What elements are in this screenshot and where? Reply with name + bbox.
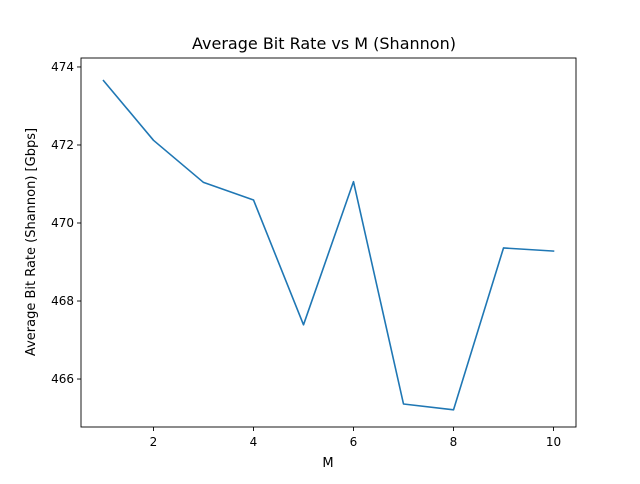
y-tick-label: 470 (51, 216, 74, 230)
chart-title: Average Bit Rate vs M (Shannon) (192, 34, 456, 53)
x-tick-label: 8 (450, 435, 458, 449)
x-axis-label: M (322, 456, 333, 471)
x-tick-label: 6 (350, 435, 358, 449)
x-axis-ticks: 2 4 6 8 10 (150, 427, 561, 449)
plot-area (80, 57, 577, 428)
x-tick-label: 4 (250, 435, 258, 449)
axes-frame (80, 57, 577, 428)
y-tick-label: 468 (51, 294, 74, 308)
y-axis-ticks: 466 468 470 472 474 (51, 60, 81, 386)
y-axis-label: Average Bit Rate (Shannon) [Gbps] (24, 128, 39, 356)
y-tick-label: 466 (51, 372, 74, 386)
y-tick-label: 472 (51, 138, 74, 152)
x-tick-label: 10 (546, 435, 561, 449)
series-line-1 (102, 79, 555, 411)
y-tick-label: 474 (51, 60, 74, 74)
x-tick-label: 2 (150, 435, 158, 449)
